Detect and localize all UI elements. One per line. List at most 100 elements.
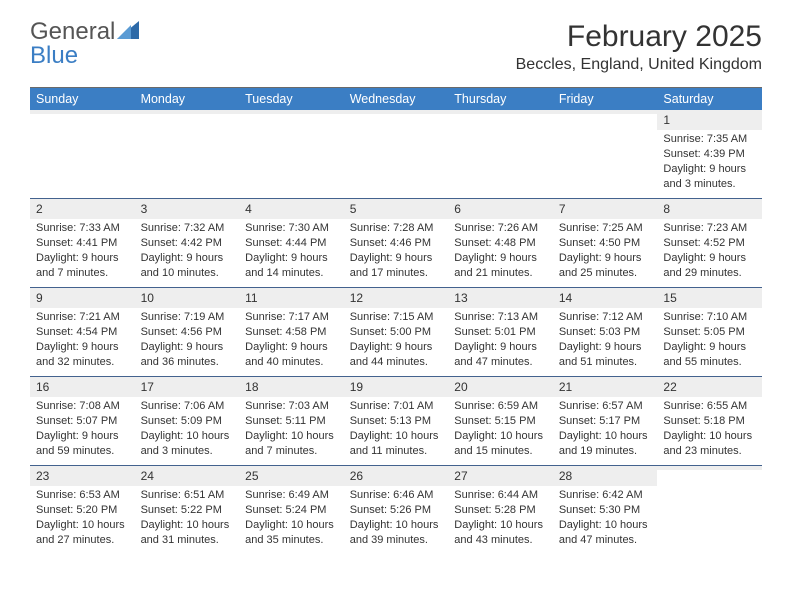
daylight-text: Daylight: 9 hours and 59 minutes. bbox=[36, 429, 129, 459]
sunset-text: Sunset: 5:00 PM bbox=[350, 325, 443, 340]
date-number: 26 bbox=[344, 466, 449, 486]
day-content: Sunrise: 7:25 AMSunset: 4:50 PMDaylight:… bbox=[553, 219, 658, 284]
daylight-text: Daylight: 9 hours and 29 minutes. bbox=[663, 251, 756, 281]
sunrise-text: Sunrise: 6:57 AM bbox=[559, 399, 652, 414]
daylight-text: Daylight: 10 hours and 39 minutes. bbox=[350, 518, 443, 548]
day-content: Sunrise: 7:17 AMSunset: 4:58 PMDaylight:… bbox=[239, 308, 344, 373]
sunrise-text: Sunrise: 7:17 AM bbox=[245, 310, 338, 325]
sunset-text: Sunset: 5:17 PM bbox=[559, 414, 652, 429]
sunrise-text: Sunrise: 6:55 AM bbox=[663, 399, 756, 414]
day-cell: 26Sunrise: 6:46 AMSunset: 5:26 PMDayligh… bbox=[344, 466, 449, 554]
day-content: Sunrise: 6:57 AMSunset: 5:17 PMDaylight:… bbox=[553, 397, 658, 462]
sunrise-text: Sunrise: 6:51 AM bbox=[141, 488, 234, 503]
daylight-text: Daylight: 10 hours and 3 minutes. bbox=[141, 429, 234, 459]
day-cell bbox=[344, 110, 449, 198]
sunrise-text: Sunrise: 7:06 AM bbox=[141, 399, 234, 414]
day-content: Sunrise: 6:51 AMSunset: 5:22 PMDaylight:… bbox=[135, 486, 240, 551]
day-cell: 19Sunrise: 7:01 AMSunset: 5:13 PMDayligh… bbox=[344, 377, 449, 465]
sunset-text: Sunset: 4:39 PM bbox=[663, 147, 756, 162]
sunrise-text: Sunrise: 6:42 AM bbox=[559, 488, 652, 503]
date-number: 5 bbox=[344, 199, 449, 219]
sunset-text: Sunset: 5:24 PM bbox=[245, 503, 338, 518]
logo-text-2: Blue bbox=[30, 42, 78, 69]
day-content: Sunrise: 7:33 AMSunset: 4:41 PMDaylight:… bbox=[30, 219, 135, 284]
day-content: Sunrise: 7:06 AMSunset: 5:09 PMDaylight:… bbox=[135, 397, 240, 462]
sunrise-text: Sunrise: 7:13 AM bbox=[454, 310, 547, 325]
day-header-fri: Friday bbox=[553, 88, 658, 110]
day-cell: 12Sunrise: 7:15 AMSunset: 5:00 PMDayligh… bbox=[344, 288, 449, 376]
daylight-text: Daylight: 9 hours and 21 minutes. bbox=[454, 251, 547, 281]
day-cell: 7Sunrise: 7:25 AMSunset: 4:50 PMDaylight… bbox=[553, 199, 658, 287]
daylight-text: Daylight: 9 hours and 7 minutes. bbox=[36, 251, 129, 281]
date-number: 28 bbox=[553, 466, 658, 486]
day-content: Sunrise: 7:10 AMSunset: 5:05 PMDaylight:… bbox=[657, 308, 762, 373]
day-content: Sunrise: 6:46 AMSunset: 5:26 PMDaylight:… bbox=[344, 486, 449, 551]
sunrise-text: Sunrise: 7:32 AM bbox=[141, 221, 234, 236]
day-cell: 22Sunrise: 6:55 AMSunset: 5:18 PMDayligh… bbox=[657, 377, 762, 465]
daylight-text: Daylight: 9 hours and 47 minutes. bbox=[454, 340, 547, 370]
daylight-text: Daylight: 9 hours and 36 minutes. bbox=[141, 340, 234, 370]
date-number: 4 bbox=[239, 199, 344, 219]
daylight-text: Daylight: 10 hours and 27 minutes. bbox=[36, 518, 129, 548]
week-row: 1Sunrise: 7:35 AMSunset: 4:39 PMDaylight… bbox=[30, 110, 762, 198]
weeks-container: 1Sunrise: 7:35 AMSunset: 4:39 PMDaylight… bbox=[30, 110, 762, 554]
daylight-text: Daylight: 9 hours and 25 minutes. bbox=[559, 251, 652, 281]
daylight-text: Daylight: 9 hours and 55 minutes. bbox=[663, 340, 756, 370]
sunset-text: Sunset: 4:54 PM bbox=[36, 325, 129, 340]
date-number: 7 bbox=[553, 199, 658, 219]
daylight-text: Daylight: 9 hours and 32 minutes. bbox=[36, 340, 129, 370]
sunset-text: Sunset: 4:41 PM bbox=[36, 236, 129, 251]
day-content: Sunrise: 6:49 AMSunset: 5:24 PMDaylight:… bbox=[239, 486, 344, 551]
date-number: 9 bbox=[30, 288, 135, 308]
date-number: 27 bbox=[448, 466, 553, 486]
day-cell: 20Sunrise: 6:59 AMSunset: 5:15 PMDayligh… bbox=[448, 377, 553, 465]
day-cell: 6Sunrise: 7:26 AMSunset: 4:48 PMDaylight… bbox=[448, 199, 553, 287]
logo: GeneralBlue bbox=[30, 20, 139, 68]
date-number: 13 bbox=[448, 288, 553, 308]
daylight-text: Daylight: 9 hours and 40 minutes. bbox=[245, 340, 338, 370]
header: GeneralBlue February 2025 Beccles, Engla… bbox=[0, 0, 792, 79]
day-header-wed: Wednesday bbox=[344, 88, 449, 110]
day-content bbox=[448, 114, 553, 120]
sunset-text: Sunset: 5:01 PM bbox=[454, 325, 547, 340]
sunrise-text: Sunrise: 7:08 AM bbox=[36, 399, 129, 414]
day-cell: 28Sunrise: 6:42 AMSunset: 5:30 PMDayligh… bbox=[553, 466, 658, 554]
daylight-text: Daylight: 10 hours and 35 minutes. bbox=[245, 518, 338, 548]
date-number: 21 bbox=[553, 377, 658, 397]
day-cell: 27Sunrise: 6:44 AMSunset: 5:28 PMDayligh… bbox=[448, 466, 553, 554]
day-cell: 11Sunrise: 7:17 AMSunset: 4:58 PMDayligh… bbox=[239, 288, 344, 376]
daylight-text: Daylight: 10 hours and 11 minutes. bbox=[350, 429, 443, 459]
day-content bbox=[30, 114, 135, 120]
sunset-text: Sunset: 5:15 PM bbox=[454, 414, 547, 429]
sunrise-text: Sunrise: 7:01 AM bbox=[350, 399, 443, 414]
sunset-text: Sunset: 4:58 PM bbox=[245, 325, 338, 340]
week-row: 16Sunrise: 7:08 AMSunset: 5:07 PMDayligh… bbox=[30, 376, 762, 465]
sunset-text: Sunset: 4:56 PM bbox=[141, 325, 234, 340]
date-number: 24 bbox=[135, 466, 240, 486]
sunset-text: Sunset: 5:28 PM bbox=[454, 503, 547, 518]
title-block: February 2025 Beccles, England, United K… bbox=[516, 20, 762, 74]
sunrise-text: Sunrise: 7:10 AM bbox=[663, 310, 756, 325]
day-header-thu: Thursday bbox=[448, 88, 553, 110]
calendar: Sunday Monday Tuesday Wednesday Thursday… bbox=[30, 87, 762, 554]
sunrise-text: Sunrise: 7:25 AM bbox=[559, 221, 652, 236]
sunset-text: Sunset: 5:18 PM bbox=[663, 414, 756, 429]
day-content: Sunrise: 6:42 AMSunset: 5:30 PMDaylight:… bbox=[553, 486, 658, 551]
day-content bbox=[657, 470, 762, 476]
day-content: Sunrise: 7:35 AMSunset: 4:39 PMDaylight:… bbox=[657, 130, 762, 195]
day-cell: 1Sunrise: 7:35 AMSunset: 4:39 PMDaylight… bbox=[657, 110, 762, 198]
sunrise-text: Sunrise: 7:15 AM bbox=[350, 310, 443, 325]
sunrise-text: Sunrise: 7:26 AM bbox=[454, 221, 547, 236]
sunset-text: Sunset: 4:52 PM bbox=[663, 236, 756, 251]
daylight-text: Daylight: 9 hours and 10 minutes. bbox=[141, 251, 234, 281]
day-cell: 18Sunrise: 7:03 AMSunset: 5:11 PMDayligh… bbox=[239, 377, 344, 465]
day-content: Sunrise: 7:23 AMSunset: 4:52 PMDaylight:… bbox=[657, 219, 762, 284]
day-content: Sunrise: 7:30 AMSunset: 4:44 PMDaylight:… bbox=[239, 219, 344, 284]
day-cell: 15Sunrise: 7:10 AMSunset: 5:05 PMDayligh… bbox=[657, 288, 762, 376]
sunset-text: Sunset: 5:22 PM bbox=[141, 503, 234, 518]
date-number: 1 bbox=[657, 110, 762, 130]
date-number: 20 bbox=[448, 377, 553, 397]
date-number: 11 bbox=[239, 288, 344, 308]
day-content: Sunrise: 7:03 AMSunset: 5:11 PMDaylight:… bbox=[239, 397, 344, 462]
sunset-text: Sunset: 4:44 PM bbox=[245, 236, 338, 251]
